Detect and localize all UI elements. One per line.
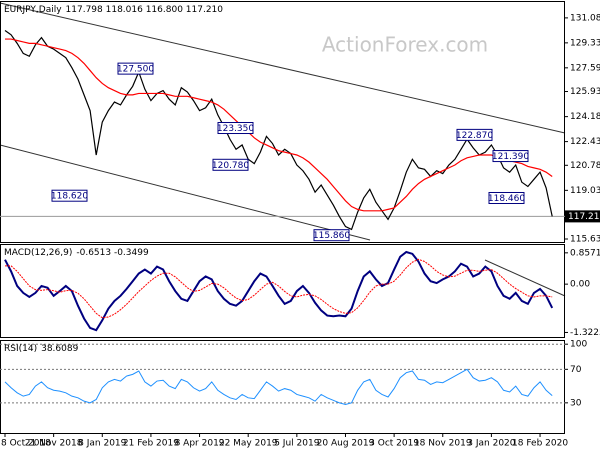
price-annotation: 123.350	[217, 124, 254, 134]
panel-frame	[0, 1, 565, 243]
watermark: ActionForex.com	[322, 33, 488, 57]
panel-title-values: 117.798 118.016 116.800 117.210	[66, 5, 224, 15]
x-tick-label: 3 Jan 2020	[467, 439, 515, 449]
channel-line	[0, 144, 371, 241]
y-tick-label: 0.8571	[570, 248, 600, 258]
price-annotation-box	[492, 150, 529, 163]
x-tick-label: 8 Apr 2019	[175, 439, 225, 449]
x-tick-label: 8 Oct 2018	[1, 439, 51, 449]
panel-frame	[0, 340, 565, 434]
x-tick-label: 22 May 2019	[219, 439, 278, 449]
x-tick-label: 18 Feb 2020	[512, 439, 568, 449]
price-annotation-box	[217, 122, 254, 135]
price-annotation-box	[456, 128, 493, 141]
panel-title: MACD(12,26,9) -0.6513 -0.3499	[4, 248, 149, 258]
y-tick-label: 70	[570, 365, 582, 375]
price-annotation: 115.860	[313, 231, 350, 241]
x-tick-label: 21 Feb 2019	[123, 439, 179, 449]
price-annotation: 120.780	[212, 161, 249, 171]
price-annotation: 122.870	[456, 131, 493, 141]
price-annotation-box	[51, 189, 88, 202]
price-annotation: 118.460	[488, 194, 525, 204]
panel-title-name: MACD(12,26,9)	[4, 248, 72, 258]
current-price-tag	[565, 210, 600, 223]
panel-title-values: -0.6513 -0.3499	[76, 248, 149, 258]
series-line	[5, 38, 553, 212]
y-tick-label: 122.435	[570, 137, 600, 147]
panel-title-values: 38.6089	[41, 344, 78, 354]
y-tick-label: 127.590	[570, 63, 600, 73]
y-tick-label: 119.030	[570, 186, 600, 196]
x-tick-label: 8 Jan 2019	[78, 439, 126, 449]
panel-title-name: EURJPY,Daily	[4, 5, 62, 15]
x-tick-label: 20 Aug 2019	[317, 439, 375, 449]
series-line	[4, 368, 553, 406]
channel-line	[0, 2, 566, 134]
series-line	[4, 250, 554, 332]
current-price-label: 117.210	[568, 212, 600, 222]
x-tick-label: 5 Jul 2019	[274, 439, 319, 449]
y-tick-label: 131.080	[570, 13, 600, 23]
y-tick-label: 124.180	[570, 112, 600, 122]
trend-line	[484, 259, 566, 297]
x-tick-label: 21 Nov 2018	[25, 439, 83, 449]
y-tick-label: 30	[570, 398, 582, 408]
y-tick-label: 100	[570, 340, 587, 350]
y-tick-label: 125.935	[570, 87, 600, 97]
y-tick-label: 120.780	[570, 161, 600, 171]
y-tick-label: 129.335	[570, 38, 600, 48]
price-annotation-box	[488, 191, 525, 204]
panel-title: EURJPY,Daily 117.798 118.016 116.800 117.…	[4, 5, 223, 15]
price-annotation-box	[313, 229, 350, 242]
x-tick-label: 18 Nov 2019	[414, 439, 472, 449]
panel-title-name: RSI(14)	[4, 344, 37, 354]
price-annotation: 127.500	[117, 65, 154, 75]
y-tick-label: -1.3225	[570, 328, 600, 338]
y-tick-label: 0.00	[570, 280, 590, 290]
price-annotation: 118.620	[51, 192, 88, 202]
price-annotation: 121.390	[492, 152, 529, 162]
panel-title: RSI(14) 38.6089	[4, 344, 79, 354]
series-line	[4, 29, 553, 231]
y-tick-label: 115.630	[570, 234, 600, 244]
panel-frame	[0, 244, 565, 338]
price-annotation-box	[212, 158, 249, 171]
series-line	[5, 258, 553, 319]
price-annotation-box	[117, 62, 154, 75]
x-tick-label: 3 Oct 2019	[369, 439, 419, 449]
